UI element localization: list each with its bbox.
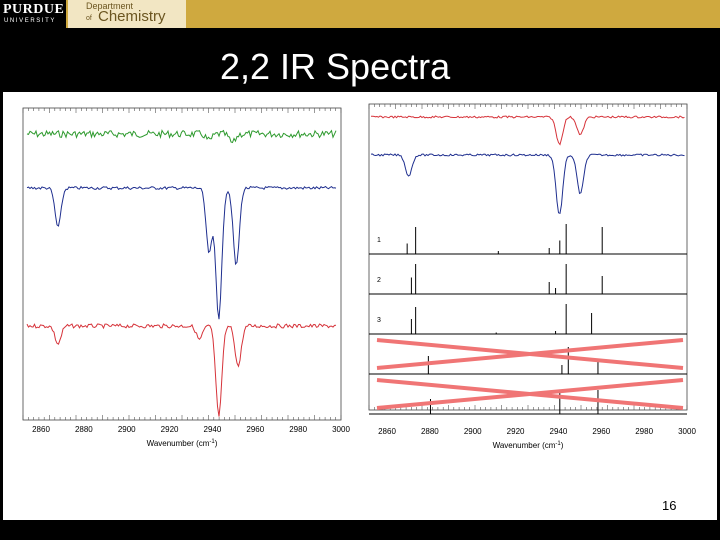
cross-out-line (376, 338, 684, 370)
left-tick-label: 2960 (246, 425, 264, 434)
stick-panel-label: 3 (377, 317, 381, 324)
left-blue-trace (26, 185, 337, 320)
left-tick-label: 2980 (289, 425, 307, 434)
dept-of: of (86, 15, 92, 22)
right-blue-trace (370, 153, 685, 214)
left-xlabel: Wavenumber (cm-1) (147, 439, 218, 448)
header-bar: PURDUE UNIVERSITY Department of Chemistr… (0, 0, 720, 28)
right-tick-label: 3000 (678, 427, 696, 436)
slide-content: 2860 2880 2900 2920 2940 2960 2980 3000 Wavenumb… (3, 92, 717, 520)
spectra-figure: 2860 2880 2900 2920 2940 2960 2980 3000 Wavenumb… (22, 103, 696, 450)
department-logo: Department of Chemistry (68, 0, 186, 28)
logo-subtext: UNIVERSITY (4, 18, 57, 24)
left-tick-label: 2860 (32, 425, 50, 434)
right-tick-label: 2880 (421, 427, 439, 436)
logo-word: PURDUE (3, 2, 65, 17)
left-tick-label: 2920 (161, 425, 179, 434)
left-plot-frame (22, 107, 342, 421)
right-tick-label: 2900 (464, 427, 482, 436)
purdue-logo: PURDUE UNIVERSITY (0, 0, 66, 28)
cross-out-line (376, 378, 684, 410)
left-green-trace (26, 129, 337, 144)
left-tick-label: 3000 (332, 425, 350, 434)
right-tick-label: 2980 (635, 427, 653, 436)
right-tick-label: 2860 (378, 427, 396, 436)
left-red-trace (26, 323, 337, 417)
stick-panel-label: 2 (377, 277, 381, 284)
right-tick-label: 2960 (592, 427, 610, 436)
dept-line2: Chemistry (98, 8, 166, 25)
left-tick-label: 2880 (75, 425, 93, 434)
stick-panel-label: 1 (377, 237, 381, 244)
slide-title: 2,2 IR Spectra (220, 46, 451, 87)
right-tick-label: 2940 (550, 427, 568, 436)
left-tick-label: 2900 (118, 425, 136, 434)
right-tick-label: 2920 (507, 427, 525, 436)
page-number: 16 (662, 498, 677, 513)
left-tick-label: 2940 (204, 425, 222, 434)
right-red-trace (371, 115, 685, 146)
right-xlabel: Wavenumber (cm-1) (493, 441, 564, 450)
dept-line1: Department (86, 1, 134, 11)
